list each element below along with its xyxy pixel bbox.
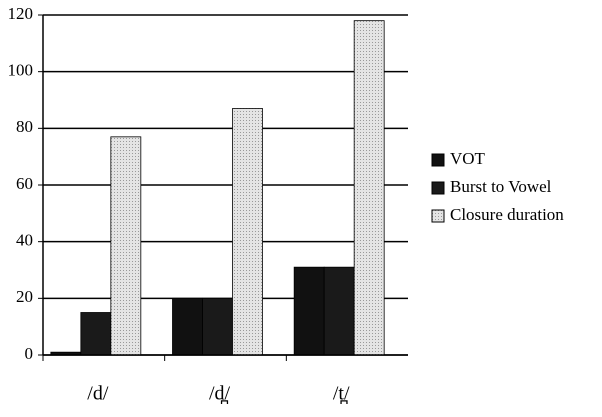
bar xyxy=(110,136,142,356)
legend-swatch xyxy=(431,209,445,223)
y-tick-label: 120 xyxy=(8,4,34,23)
bar xyxy=(202,297,233,356)
legend-label: Burst to Vowel xyxy=(450,177,552,196)
y-tick-label: 20 xyxy=(16,287,33,306)
y-tick-label: 80 xyxy=(16,117,33,136)
bar xyxy=(293,266,325,356)
bar xyxy=(323,266,355,356)
bar xyxy=(353,20,385,356)
legend-label: VOT xyxy=(450,149,486,168)
y-tick-label: 100 xyxy=(8,61,34,80)
legend-swatch xyxy=(431,153,445,167)
x-tick-label: /t̪/ xyxy=(333,383,350,405)
bar xyxy=(172,297,203,356)
x-tick-label: /d/ xyxy=(87,383,109,405)
legend-label: Closure duration xyxy=(450,205,564,224)
y-tick-label: 40 xyxy=(16,231,33,250)
y-tick-label: 0 xyxy=(25,344,34,363)
bar xyxy=(232,108,263,356)
bar xyxy=(80,312,112,356)
x-tick-label: /d̪/ xyxy=(209,383,231,405)
legend-swatch xyxy=(431,181,445,195)
y-tick-label: 60 xyxy=(16,174,33,193)
